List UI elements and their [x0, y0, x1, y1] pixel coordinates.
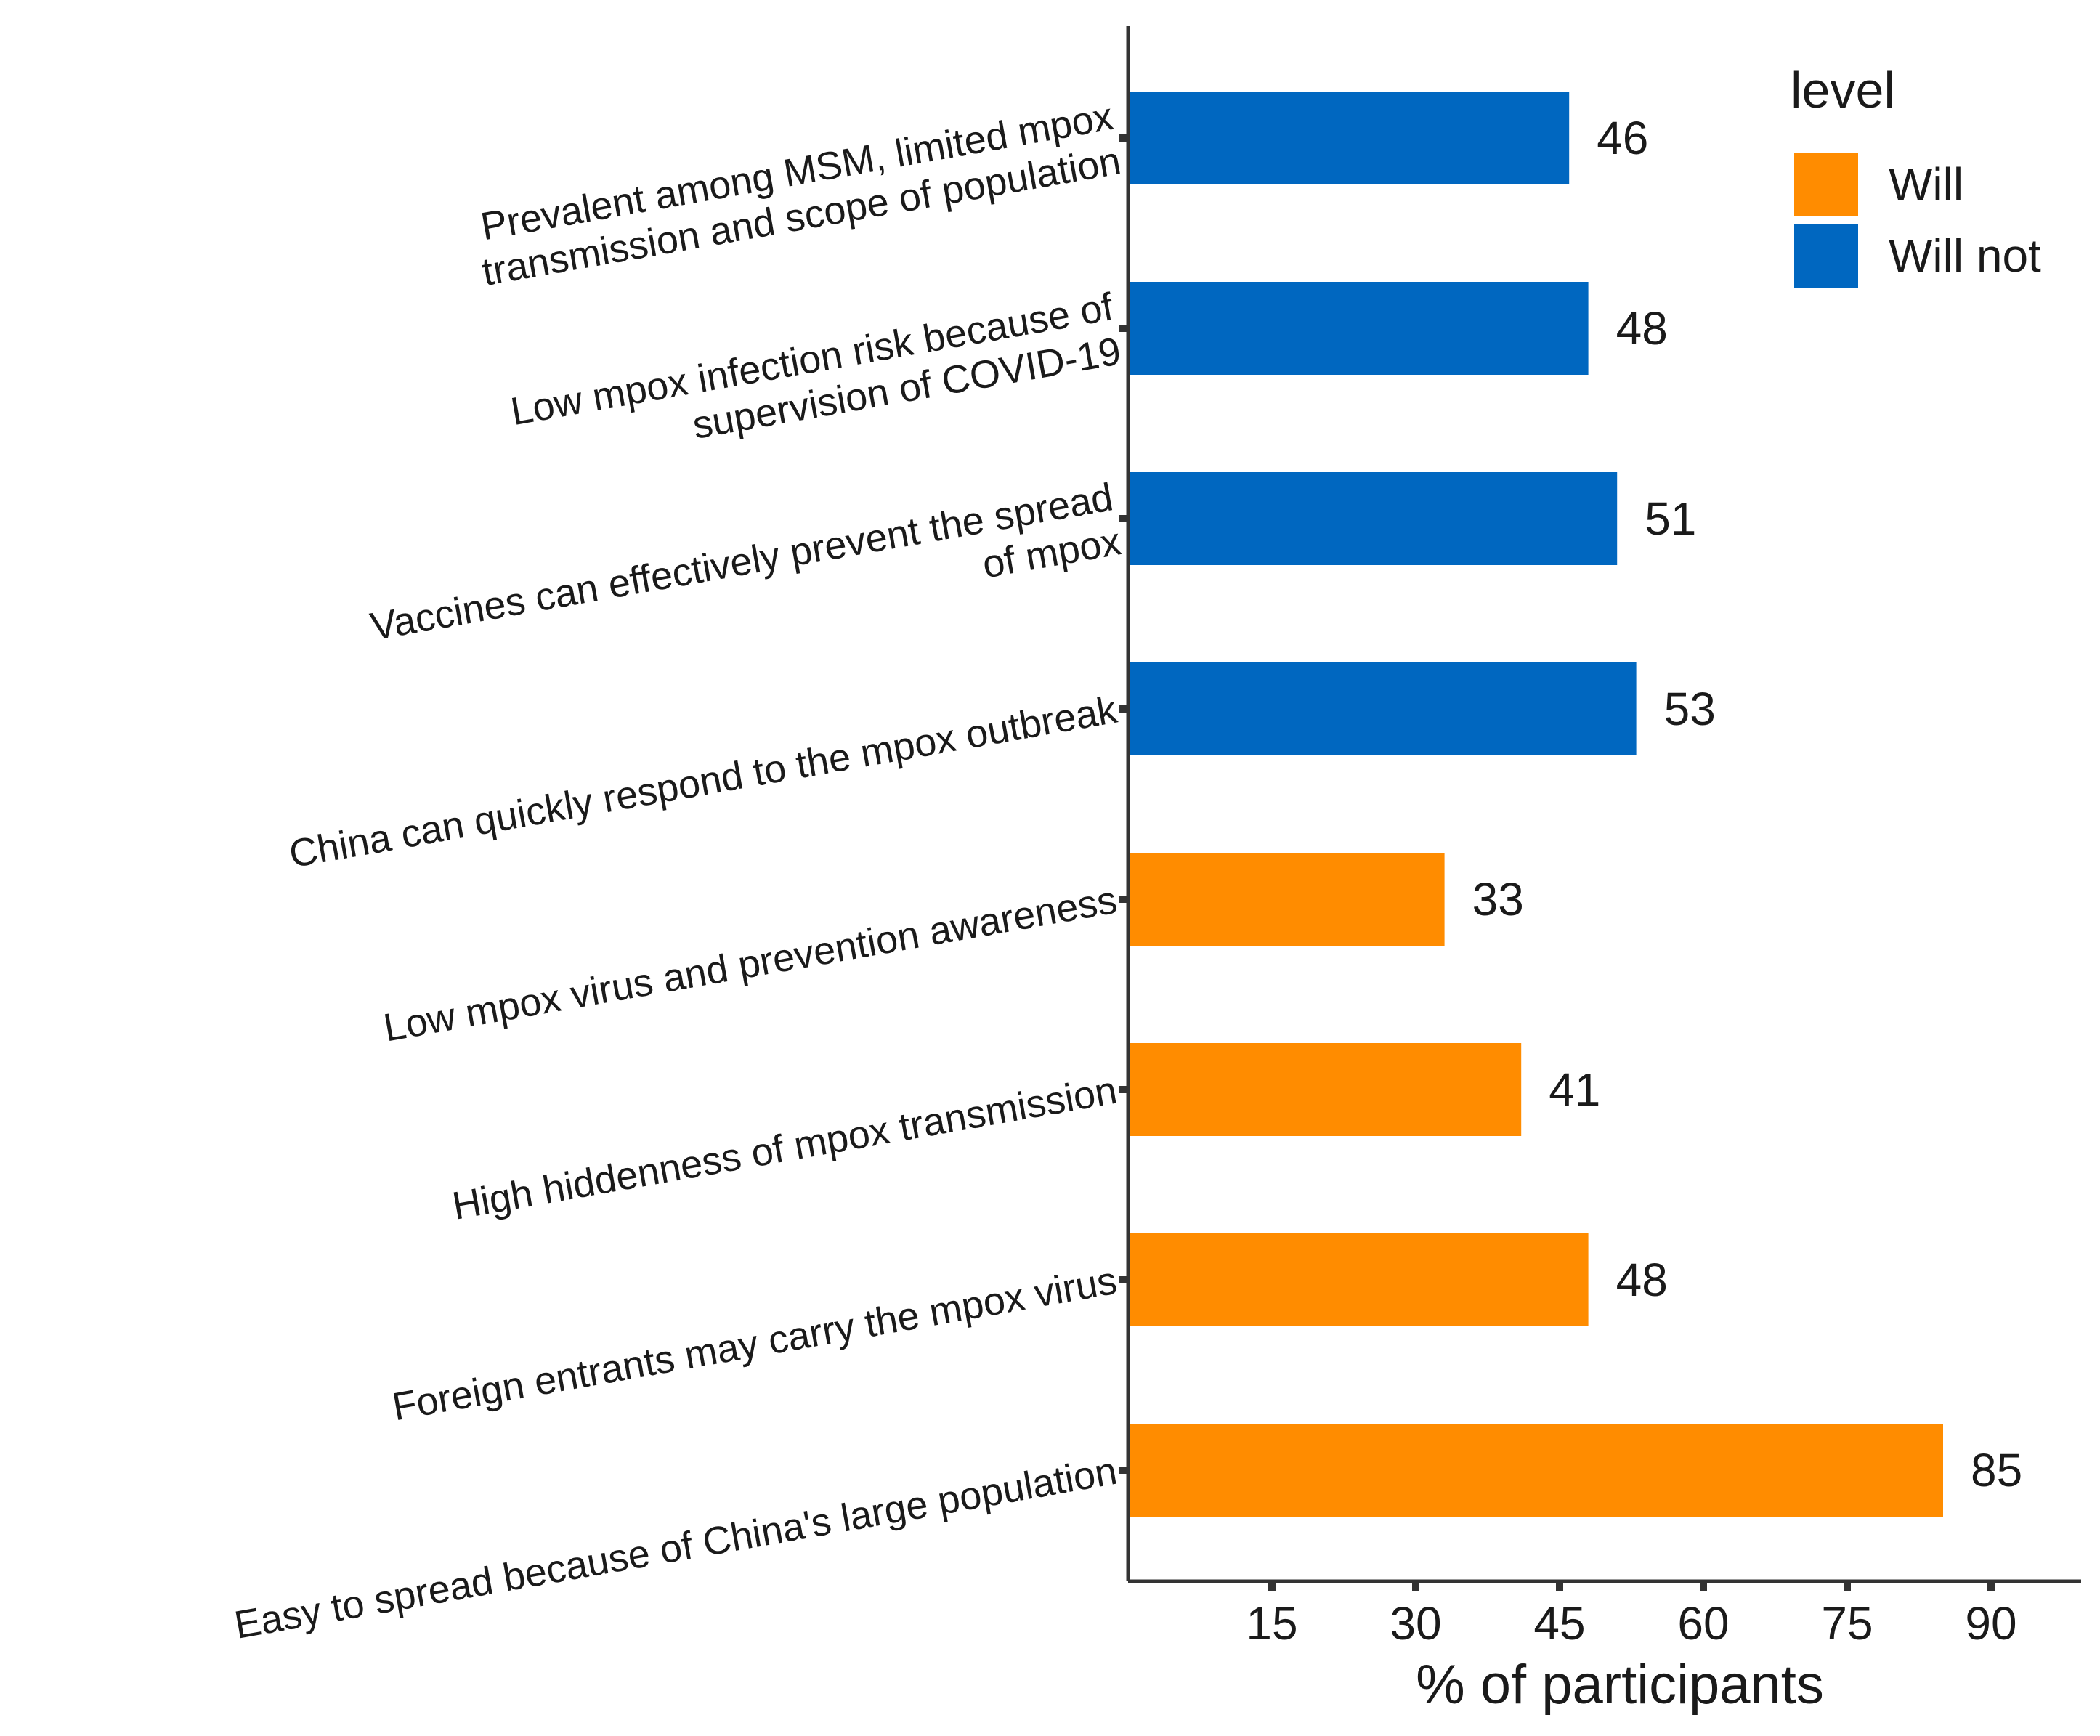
- legend: level Will Will not: [1791, 62, 2041, 288]
- bar-2: [1128, 282, 1589, 375]
- category-label: Easy to spread because of China's large …: [231, 1449, 1120, 1647]
- category-label: China can quickly respond to the mpox ou…: [286, 688, 1122, 877]
- legend-label: Will: [1889, 158, 1963, 211]
- x-axis-title: % of participants: [1416, 1654, 1824, 1716]
- bar-3: [1128, 472, 1618, 565]
- category-label-line: China can quickly respond to the mpox ou…: [286, 688, 1122, 877]
- x-tick-label: 30: [1390, 1597, 1441, 1650]
- bar-5: [1128, 853, 1445, 946]
- value-label: 85: [1971, 1444, 2022, 1496]
- bars-group: [1119, 92, 1943, 1517]
- category-label-line: Low mpox virus and prevention awareness: [381, 878, 1120, 1050]
- value-labels: 46 48 51 53 33 41 48 85: [1472, 112, 2023, 1496]
- bar-6: [1128, 1043, 1522, 1136]
- category-label-line: Foreign entrants may carry the mpox viru…: [389, 1259, 1120, 1429]
- value-label: 41: [1549, 1063, 1600, 1116]
- category-label: Prevalent among MSM, limited mpoxtransmi…: [471, 94, 1124, 294]
- legend-key-1: [1794, 153, 1858, 216]
- x-tick-label: 75: [1821, 1597, 1873, 1650]
- bar-7: [1128, 1233, 1589, 1326]
- axes: [1126, 26, 2081, 1583]
- bar-4: [1128, 662, 1637, 755]
- value-label: 33: [1472, 873, 1524, 925]
- category-label-line: High hiddenness of mpox transmission: [449, 1068, 1120, 1228]
- category-label: Low mpox virus and prevention awareness: [381, 878, 1120, 1050]
- x-tick-label: 60: [1677, 1597, 1729, 1650]
- x-tick-label: 90: [1965, 1597, 2016, 1650]
- category-label: Vaccines can effectively prevent the spr…: [367, 475, 1124, 693]
- x-ticks: 15 30 45 60 75 90: [1246, 1581, 2017, 1650]
- category-labels: Prevalent among MSM, limited mpoxtransmi…: [231, 94, 1124, 1647]
- bar-8: [1128, 1424, 1943, 1517]
- value-label: 51: [1645, 492, 1696, 545]
- category-label: Low mpox infection risk because ofsuperv…: [508, 285, 1125, 478]
- category-label: High hiddenness of mpox transmission: [449, 1068, 1120, 1228]
- value-label: 46: [1597, 112, 1648, 164]
- legend-title: level: [1791, 62, 1895, 118]
- legend-label: Will not: [1889, 230, 2041, 282]
- category-label-line: Easy to spread because of China's large …: [231, 1449, 1120, 1647]
- value-label: 53: [1664, 683, 1716, 735]
- legend-key-2: [1794, 224, 1858, 288]
- bar-1: [1128, 92, 1570, 184]
- value-label: 48: [1616, 1254, 1668, 1306]
- value-label: 48: [1616, 302, 1668, 354]
- x-tick-label: 15: [1246, 1597, 1297, 1650]
- x-tick-label: 45: [1533, 1597, 1585, 1650]
- category-label: Foreign entrants may carry the mpox viru…: [389, 1259, 1120, 1429]
